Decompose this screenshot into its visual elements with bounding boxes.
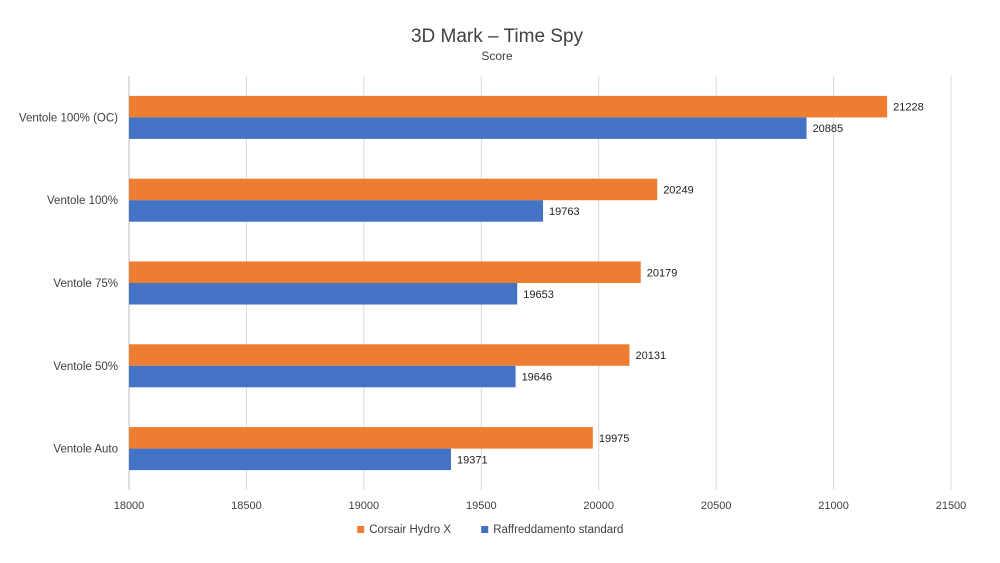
legend-label: Corsair Hydro X (369, 524, 451, 536)
data-label: 19975 (599, 433, 630, 445)
chart-title: 3D Mark – Time Spy (411, 26, 584, 47)
x-tick-label: 21500 (936, 500, 967, 512)
bar-standard (129, 448, 451, 471)
labels: 18000 18500 19000 19500 20000 20500 21000 21500… (19, 102, 966, 512)
category-label: Ventole 100% (OC) (19, 112, 118, 124)
bars (129, 95, 888, 471)
data-label: 19371 (457, 454, 488, 466)
category-label: Ventole 75% (53, 278, 118, 290)
data-label: 21228 (893, 102, 924, 114)
data-label: 20885 (813, 123, 844, 135)
bar-standard (129, 283, 518, 305)
x-tick-label: 18500 (231, 500, 262, 512)
x-tick-label: 18000 (114, 500, 145, 512)
x-tick-label: 21000 (818, 500, 849, 512)
category-label: Ventole 100% (47, 195, 118, 207)
legend-swatch (357, 526, 365, 533)
bar-corsair (129, 344, 630, 366)
bar-standard (129, 200, 544, 222)
category-label: Ventole 50% (53, 361, 118, 373)
bar-corsair (129, 427, 593, 449)
x-tick-label: 19000 (349, 500, 380, 512)
bar-corsair (129, 261, 641, 283)
x-tick-label: 20500 (701, 500, 732, 512)
bar-standard (129, 365, 516, 388)
legend-swatch (481, 526, 489, 533)
data-label: 20131 (635, 350, 666, 362)
bar-corsair (129, 178, 658, 201)
x-tick-label: 20000 (583, 500, 614, 512)
data-label: 19653 (523, 289, 554, 301)
category-label: Ventole Auto (53, 444, 118, 456)
legend: Corsair Hydro X Raffreddamento standard (357, 524, 623, 536)
bar-standard (129, 117, 807, 139)
data-label: 19646 (522, 372, 553, 384)
legend-label: Raffreddamento standard (493, 524, 623, 536)
bar-corsair (129, 95, 888, 118)
x-tick-label: 19500 (466, 500, 497, 512)
chart-subtitle: Score (481, 49, 513, 63)
data-label: 20179 (647, 267, 678, 279)
data-label: 20249 (663, 184, 694, 196)
data-label: 19763 (549, 206, 580, 218)
